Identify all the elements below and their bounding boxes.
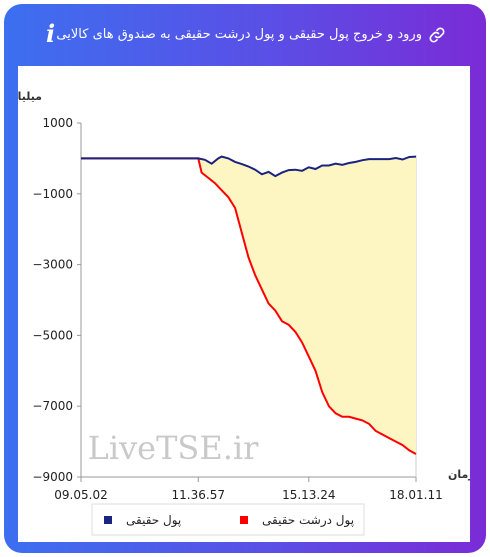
y-tick-label: −1000 [32, 187, 73, 201]
card-header: i ورود و خروج پول حقیقی و پول درشت حقیقی… [4, 4, 486, 66]
legend: پول حقیقی پول درشت حقیقی [91, 503, 365, 536]
y-tick-label: −7000 [32, 399, 73, 413]
legend-swatch-large-real-money [240, 516, 248, 524]
chart-svg: LiveTSE.ir میلیارد تومان زمان 1000 −1000 −… [0, 90, 475, 536]
watermark: LiveTSE.ir [88, 429, 260, 467]
chart-panel: LiveTSE.ir میلیارد تومان زمان 1000 −1000 −… [0, 66, 475, 542]
y-tick-label: 1000 [42, 116, 73, 130]
difference-fill-area [81, 156, 416, 454]
x-tick-label: 09.05.02 [54, 488, 107, 502]
y-tick-label: −9000 [32, 470, 73, 484]
legend-box [91, 503, 365, 536]
y-tick-label: −3000 [32, 258, 73, 272]
series-line-real-money [81, 155, 417, 178]
link-icon[interactable] [428, 26, 446, 44]
y-tick-label: −5000 [32, 328, 73, 342]
legend-label-large-real-money[interactable]: پول درشت حقیقی [262, 513, 354, 528]
x-tick-label: 18.01.11 [389, 488, 442, 502]
y-axis-label: میلیارد تومان [18, 90, 42, 103]
x-tick-label: 11.36.57 [172, 488, 225, 502]
legend-swatch-real-money [104, 516, 112, 524]
x-axis-label: زمان [448, 468, 470, 481]
chart-card: i ورود و خروج پول حقیقی و پول درشت حقیقی… [0, 4, 486, 553]
y-tick-labels: 1000 −1000 −3000 −5000 −7000 −9000 [32, 116, 81, 484]
legend-label-real-money[interactable]: پول حقیقی [126, 513, 181, 528]
x-tick-labels: 09.05.02 11.36.57 15.13.24 18.01.11 [54, 477, 443, 502]
info-icon[interactable]: i [46, 19, 56, 48]
series-line-large-real-money [81, 157, 417, 455]
chart-title: ورود و خروج پول حقیقی و پول درشت حقیقی ب… [56, 27, 422, 42]
x-tick-label: 15.13.24 [282, 488, 335, 502]
